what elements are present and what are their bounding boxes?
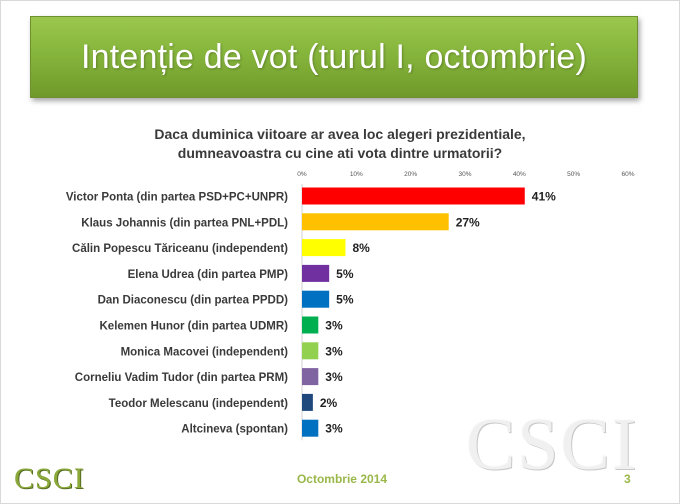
bar-value-label: 27%	[456, 215, 480, 229]
category-label: Klaus Johannis (din partea PNL+PDL)	[81, 217, 288, 229]
category-label: Kelemen Hunor (din partea UDMR)	[100, 321, 289, 333]
bar-value-label: 41%	[532, 190, 556, 204]
chart-question: Daca duminica viitoare ar avea loc alege…	[90, 125, 590, 163]
x-tick-label: 40%	[513, 171, 526, 178]
bar	[302, 187, 525, 205]
bar	[302, 264, 330, 282]
bar	[302, 290, 330, 308]
category-label: Victor Ponta (din partea PSD+PC+UNPR)	[66, 192, 288, 204]
bar	[302, 342, 319, 360]
slide-title: Intenție de vot (turul I, octombrie)	[80, 37, 588, 76]
bar-value-label: 8%	[352, 241, 370, 255]
category-label: Elena Udrea (din partea PMP)	[128, 269, 289, 281]
x-tick-label: 20%	[404, 171, 417, 178]
bar-value-label: 5%	[336, 293, 354, 307]
bar-value-label: 3%	[325, 344, 343, 358]
csci-logo: CSCI	[14, 462, 85, 495]
bar	[302, 316, 319, 334]
bar	[302, 239, 346, 257]
x-tick-label: 60%	[621, 171, 634, 178]
bar	[302, 393, 313, 411]
category-label: Altcineva (spontan)	[181, 424, 288, 436]
bar	[302, 213, 449, 231]
bar-value-label: 3%	[325, 370, 343, 384]
x-tick-label: 10%	[350, 171, 363, 178]
x-tick-label: 50%	[567, 171, 580, 178]
bar-value-label: 3%	[325, 319, 343, 333]
chart-question-line-2: dumneavoastra cu cine ati vota dintre ur…	[177, 145, 503, 161]
bar-value-label: 5%	[336, 267, 354, 281]
category-label: Călin Popescu Tăriceanu (independent)	[72, 243, 288, 255]
category-label: Corneliu Vadim Tudor (din partea PRM)	[75, 372, 288, 384]
bar-value-label: 3%	[325, 422, 343, 436]
x-tick-label: 30%	[458, 171, 471, 178]
csci-watermark: CSCI	[466, 404, 639, 486]
bar	[302, 368, 319, 386]
footer-date: Octombrie 2014	[296, 472, 388, 486]
category-label: Monica Macovei (independent)	[121, 346, 289, 358]
bar-value-label: 2%	[320, 396, 338, 410]
chart-question-line-1: Daca duminica viitoare ar avea loc alege…	[154, 126, 526, 142]
x-tick-label: 0%	[297, 171, 307, 178]
category-label: Dan Diaconescu (din partea PPDD)	[98, 295, 289, 307]
category-label: Teodor Melescanu (independent)	[109, 398, 288, 410]
bar	[302, 419, 319, 437]
title-banner: Intenție de vot (turul I, octombrie)	[30, 16, 638, 98]
page-number: 3	[624, 472, 631, 486]
